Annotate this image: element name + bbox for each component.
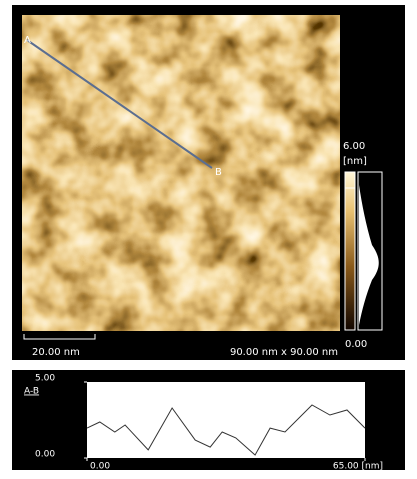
marker-a: A [24,35,31,46]
profile-title: A-B [24,387,39,397]
x-tick-label: 65.00 [nm] [333,462,383,472]
scale-bar-label: 20.00 nm [32,347,80,358]
colorbar-min: 0.00 [345,339,367,350]
scale-bar [23,334,96,340]
colorbar-unit: [nm] [343,156,367,167]
x-tick-label: 0.00 [90,462,110,472]
profile-plot [87,382,365,458]
image-size: 90.00 nm x 90.00 nm [230,347,338,358]
profile-line [26,39,213,169]
afm-image [22,15,340,331]
profile-curve [86,404,366,456]
y-tick-label: 0.00 [35,450,55,460]
colorbar [344,171,356,331]
histogram-curve [359,185,379,325]
y-tick-label: 5.00 [35,374,55,384]
marker-b: B [215,167,222,178]
colorbar-max: 6.00 [343,141,365,152]
